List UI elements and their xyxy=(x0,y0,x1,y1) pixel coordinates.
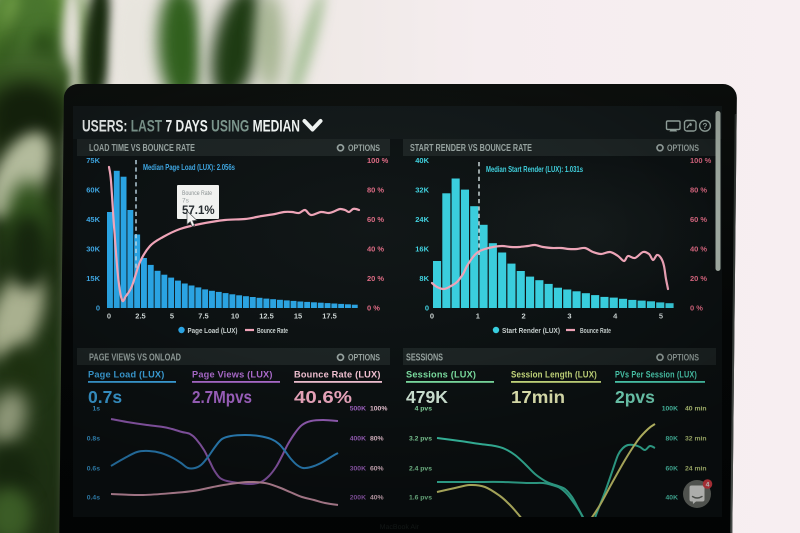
svg-text:17.5: 17.5 xyxy=(322,312,337,321)
svg-text:15K: 15K xyxy=(86,274,100,283)
svg-text:0 %: 0 % xyxy=(367,304,380,313)
svg-text:2: 2 xyxy=(522,312,526,321)
svg-text:OPTIONS: OPTIONS xyxy=(667,353,699,364)
svg-text:5: 5 xyxy=(659,312,663,321)
svg-text:7.5: 7.5 xyxy=(198,312,208,321)
svg-text:500K: 500K xyxy=(350,406,366,413)
svg-text:75K: 75K xyxy=(86,156,100,165)
svg-text:1s: 1s xyxy=(92,406,100,413)
svg-text:USERS: LAST 7 DAYS USING MEDIA: USERS: LAST 7 DAYS USING MEDIAN xyxy=(82,117,300,136)
svg-text:OPTIONS: OPTIONS xyxy=(667,143,699,154)
svg-text:?: ? xyxy=(703,122,708,131)
svg-text:16K: 16K xyxy=(415,245,429,254)
svg-text:400K: 400K xyxy=(350,436,366,443)
svg-text:15: 15 xyxy=(294,312,302,321)
svg-text:4: 4 xyxy=(613,312,618,321)
svg-text:OPTIONS: OPTIONS xyxy=(348,353,380,364)
svg-text:0.7s: 0.7s xyxy=(88,387,122,407)
svg-text:0.6s: 0.6s xyxy=(87,466,100,473)
svg-text:LOAD TIME VS BOUNCE RATE: LOAD TIME VS BOUNCE RATE xyxy=(89,142,195,154)
svg-text:Page Load (LUX): Page Load (LUX) xyxy=(88,370,165,380)
svg-text:24 min: 24 min xyxy=(685,466,707,473)
svg-text:12.5: 12.5 xyxy=(259,312,274,321)
svg-text:60K: 60K xyxy=(86,186,100,195)
svg-text:Bounce Rate: Bounce Rate xyxy=(257,326,288,335)
svg-text:0: 0 xyxy=(430,312,434,321)
svg-text:60%: 60% xyxy=(370,466,384,473)
svg-text:60 %: 60 % xyxy=(690,215,707,224)
svg-text:4: 4 xyxy=(706,482,710,489)
svg-text:Page Load (LUX): Page Load (LUX) xyxy=(188,326,238,335)
svg-text:30K: 30K xyxy=(86,245,100,254)
svg-text:PVs Per Session (LUX): PVs Per Session (LUX) xyxy=(615,370,697,380)
svg-text:3.2 pvs: 3.2 pvs xyxy=(409,436,432,443)
svg-text:32K: 32K xyxy=(415,186,429,195)
svg-text:SESSIONS: SESSIONS xyxy=(406,352,443,364)
svg-text:0.4s: 0.4s xyxy=(87,495,100,502)
svg-text:80%: 80% xyxy=(370,436,384,443)
svg-text:1: 1 xyxy=(476,312,480,321)
svg-text:3: 3 xyxy=(567,312,571,321)
svg-text:Bounce Rate: Bounce Rate xyxy=(580,326,611,335)
svg-text:Sessions (LUX): Sessions (LUX) xyxy=(406,370,476,380)
svg-text:2.4 pvs: 2.4 pvs xyxy=(409,466,432,473)
svg-text:20 %: 20 % xyxy=(690,274,707,283)
svg-text:40%: 40% xyxy=(370,495,384,502)
svg-text:200K: 200K xyxy=(350,495,366,502)
svg-text:PAGE VIEWS VS ONLOAD: PAGE VIEWS VS ONLOAD xyxy=(89,352,181,364)
svg-text:Start Render (LUX): Start Render (LUX) xyxy=(502,326,560,335)
svg-text:0.8s: 0.8s xyxy=(87,436,100,443)
svg-text:40K: 40K xyxy=(415,156,429,165)
svg-text:24K: 24K xyxy=(415,215,429,224)
svg-text:5: 5 xyxy=(170,312,174,321)
svg-text:Page Views (LUX): Page Views (LUX) xyxy=(192,370,273,380)
svg-text:2.7Mpvs: 2.7Mpvs xyxy=(192,387,252,407)
svg-text:START RENDER VS BOUNCE RATE: START RENDER VS BOUNCE RATE xyxy=(410,142,532,154)
svg-text:Bounce Rate: Bounce Rate xyxy=(182,190,212,197)
svg-text:32 min: 32 min xyxy=(685,436,707,443)
svg-text:40 %: 40 % xyxy=(690,245,707,254)
svg-text:479K: 479K xyxy=(406,387,448,407)
svg-text:Session Length (LUX): Session Length (LUX) xyxy=(511,370,597,380)
svg-text:Median Page Load (LUX): 2.056s: Median Page Load (LUX): 2.056s xyxy=(143,163,235,172)
svg-text:OPTIONS: OPTIONS xyxy=(348,143,380,154)
svg-text:80K: 80K xyxy=(666,436,679,443)
svg-text:100 %: 100 % xyxy=(367,156,389,165)
svg-text:40 %: 40 % xyxy=(367,245,384,254)
svg-text:40.6%: 40.6% xyxy=(294,387,353,407)
svg-text:80 %: 80 % xyxy=(690,186,707,195)
svg-text:Median Start Render (LUX): 1.0: Median Start Render (LUX): 1.031s xyxy=(486,165,583,174)
svg-text:100%: 100% xyxy=(370,406,387,413)
svg-text:2.5: 2.5 xyxy=(135,312,145,321)
svg-text:60K: 60K xyxy=(666,466,679,473)
svg-text:1.6 pvs: 1.6 pvs xyxy=(409,495,432,502)
svg-text:40 min: 40 min xyxy=(685,406,707,413)
svg-text:2pvs: 2pvs xyxy=(615,387,655,407)
svg-text:45K: 45K xyxy=(86,215,100,224)
svg-text:100K: 100K xyxy=(662,406,678,413)
svg-text:0: 0 xyxy=(96,304,100,313)
svg-text:40K: 40K xyxy=(666,495,679,502)
svg-text:10: 10 xyxy=(231,312,239,321)
svg-text:100 %: 100 % xyxy=(690,156,712,165)
svg-text:0: 0 xyxy=(425,304,429,313)
svg-text:60 %: 60 % xyxy=(367,215,384,224)
svg-text:8K: 8K xyxy=(419,274,429,283)
svg-text:20 %: 20 % xyxy=(367,274,384,283)
svg-text:17min: 17min xyxy=(511,387,565,407)
svg-text:300K: 300K xyxy=(350,466,366,473)
svg-text:0: 0 xyxy=(107,312,111,321)
svg-text:Bounce Rate (LUX): Bounce Rate (LUX) xyxy=(294,370,381,380)
svg-text:0 %: 0 % xyxy=(690,304,703,313)
svg-text:80 %: 80 % xyxy=(367,186,384,195)
svg-text:4 pvs: 4 pvs xyxy=(415,406,433,413)
svg-text:7s: 7s xyxy=(182,198,190,205)
